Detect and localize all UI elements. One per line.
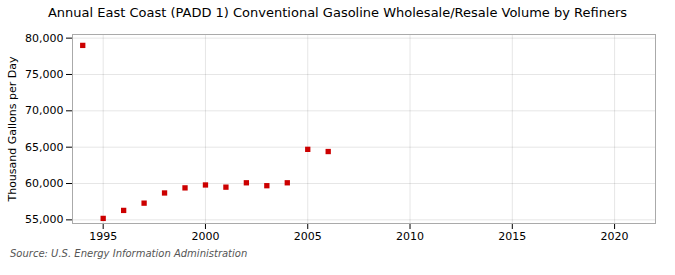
svg-text:75,000: 75,000 — [25, 68, 64, 81]
html-text:Source: U.S. Energy Informatio: Source: U.S. Energy Information Administ… — [10, 248, 248, 259]
svg-text:Thousand Gallons per Day: Thousand Gallons per Day — [6, 56, 19, 203]
svg-text:2010: 2010 — [396, 230, 424, 243]
svg-text:2015: 2015 — [498, 230, 526, 243]
svg-text:60,000: 60,000 — [25, 177, 64, 190]
html-text:Annual East Coast (PADD 1) Con: Annual East Coast (PADD 1) Conventional … — [47, 5, 628, 20]
svg-text:70,000: 70,000 — [25, 104, 64, 117]
svg-text:2000: 2000 — [191, 230, 219, 243]
svg-text:80,000: 80,000 — [25, 32, 64, 45]
svg-text:65,000: 65,000 — [25, 141, 64, 154]
svg-text:55,000: 55,000 — [25, 213, 64, 226]
svg-text:1995: 1995 — [89, 230, 117, 243]
svg-text:2005: 2005 — [294, 230, 322, 243]
svg-text:2020: 2020 — [601, 230, 629, 243]
